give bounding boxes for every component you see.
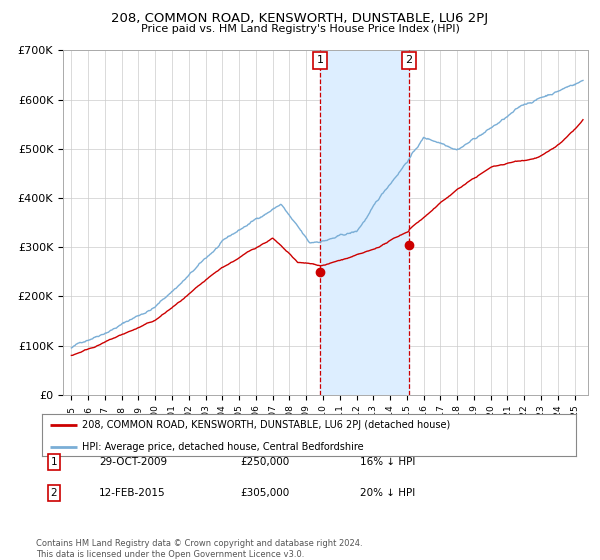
Text: 16% ↓ HPI: 16% ↓ HPI — [360, 457, 415, 467]
Text: 1: 1 — [50, 457, 58, 467]
Text: £305,000: £305,000 — [240, 488, 289, 498]
Text: 208, COMMON ROAD, KENSWORTH, DUNSTABLE, LU6 2PJ (detached house): 208, COMMON ROAD, KENSWORTH, DUNSTABLE, … — [82, 420, 450, 430]
Bar — [320, 50, 409, 395]
Text: Price paid vs. HM Land Registry's House Price Index (HPI): Price paid vs. HM Land Registry's House … — [140, 24, 460, 34]
Text: Contains HM Land Registry data © Crown copyright and database right 2024.
This d: Contains HM Land Registry data © Crown c… — [36, 539, 362, 559]
Text: 2: 2 — [50, 488, 58, 498]
Text: 208, COMMON ROAD, KENSWORTH, DUNSTABLE, LU6 2PJ: 208, COMMON ROAD, KENSWORTH, DUNSTABLE, … — [112, 12, 488, 25]
Text: 12-FEB-2015: 12-FEB-2015 — [99, 488, 166, 498]
Text: HPI: Average price, detached house, Central Bedfordshire: HPI: Average price, detached house, Cent… — [82, 442, 364, 452]
Text: 20% ↓ HPI: 20% ↓ HPI — [360, 488, 415, 498]
Text: 2: 2 — [406, 55, 412, 66]
Text: 29-OCT-2009: 29-OCT-2009 — [99, 457, 167, 467]
Text: 1: 1 — [317, 55, 323, 66]
Text: £250,000: £250,000 — [240, 457, 289, 467]
